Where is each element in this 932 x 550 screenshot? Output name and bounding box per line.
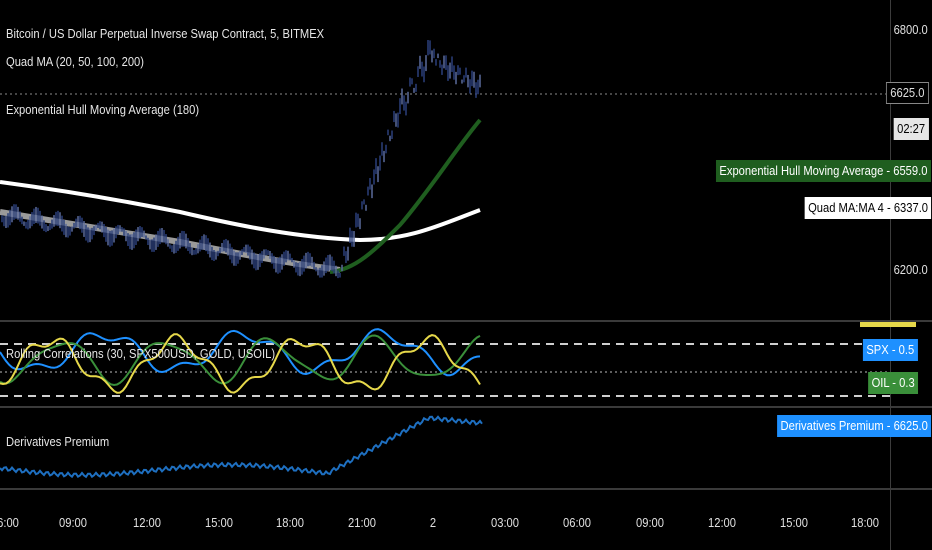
time-label: 18:00 [276,515,304,530]
chart-title: Bitcoin / US Dollar Perpetual Inverse Sw… [6,26,325,41]
price-axis[interactable] [890,0,932,550]
time-label: 6:00 [0,515,19,530]
premium-legend[interactable]: Derivatives Premium [6,434,110,449]
price-chart [0,39,890,279]
time-label: 15:00 [780,515,808,530]
premium-value-label: Derivatives Premium - 6625.0 [776,415,931,437]
premium-chart [0,415,483,479]
spx-correlation-line [0,328,481,377]
ehma-price-label: Exponential Hull Moving Average - 6559.0 [716,160,931,182]
time-axis-separator [0,488,932,490]
quad-ma-price-label: Quad MA:MA 4 - 6337.0 [804,197,931,219]
time-label: 09:00 [59,515,87,530]
countdown-tag: 02:27 [894,118,929,140]
quad-ma-legend[interactable]: Quad MA (20, 50, 100, 200) [6,54,144,69]
pane-separator-1[interactable] [0,320,932,322]
premium-pane[interactable]: Derivatives Premium [0,408,890,488]
time-label: 03:00 [491,515,519,530]
premium-line [0,415,483,479]
ehma-line [329,118,482,274]
gold-marker [860,322,916,327]
spx-correlation-label: SPX - 0.5 [863,339,918,361]
oil-correlation-label: OIL - 0.3 [868,372,918,394]
gold-correlation-line [0,333,481,394]
price-tick: 6800.0 [893,22,928,37]
pane-separator-2[interactable] [0,406,932,408]
time-label: 12:00 [133,515,161,530]
time-label: 18:00 [851,515,879,530]
quad-ma-grey-line [0,209,341,273]
ehma-legend[interactable]: Exponential Hull Moving Average (180) [6,102,200,117]
correlation-chart [0,328,890,397]
oil-correlation-line [0,334,481,387]
time-label: 12:00 [708,515,736,530]
time-label: 09:00 [636,515,664,530]
last-price-tag: 6625.0 [886,82,929,104]
time-label: 2 [429,515,437,530]
correlation-pane[interactable]: Rolling Correlations (30, SPX500USD, GOL… [0,322,890,406]
quad-ma-white-line [0,180,481,243]
price-tick: 6200.0 [893,262,928,277]
price-pane[interactable]: Bitcoin / US Dollar Perpetual Inverse Sw… [0,0,890,320]
correlation-legend[interactable]: Rolling Correlations (30, SPX500USD, GOL… [6,346,276,361]
price-candles [1,39,481,279]
time-label: 06:00 [563,515,591,530]
time-label: 15:00 [205,515,233,530]
time-label: 21:00 [348,515,376,530]
